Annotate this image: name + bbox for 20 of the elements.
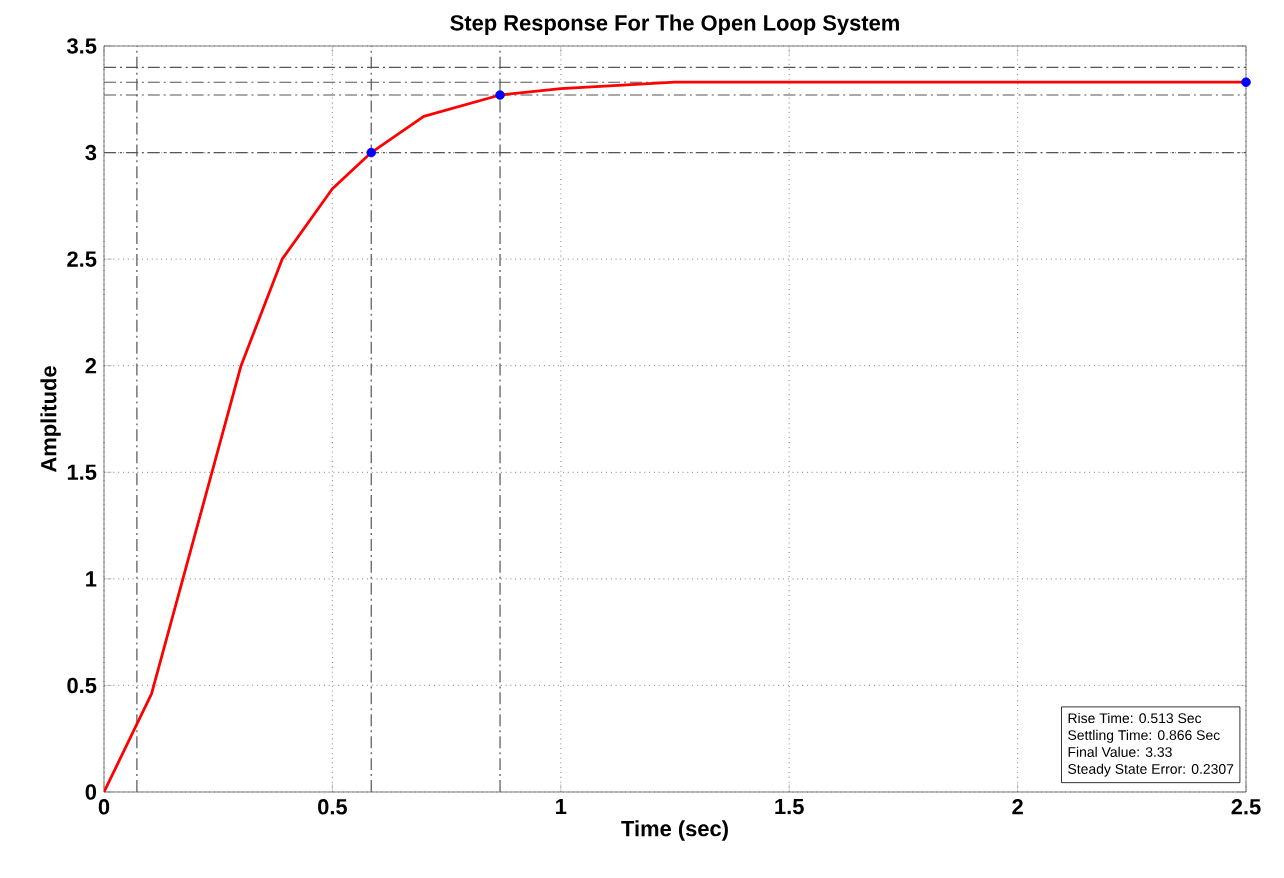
- x-tick-label: 0.5: [318, 799, 348, 815]
- y-tick-label: 2.5: [67, 251, 97, 267]
- x-axis-title: Time (sec): [621, 820, 728, 841]
- point: [366, 147, 377, 158]
- chart-title: Step Response For The Open Loop System: [450, 14, 899, 35]
- y-tick-label: 0: [85, 784, 97, 800]
- y-tick-label: 0.5: [67, 677, 97, 694]
- x-tick-label: 1.5: [775, 799, 804, 815]
- x-tick-label: 1: [556, 799, 567, 815]
- point: [495, 90, 505, 100]
- point: [1241, 77, 1251, 88]
- y-tick-label: 2: [85, 358, 97, 374]
- x-tick-label: 2.5: [1231, 799, 1261, 815]
- y-axis-title: Amplitude: [40, 366, 61, 473]
- y-tick-label: 1: [86, 571, 97, 587]
- y-tick-label: 3.5: [66, 38, 97, 54]
- x-tick-label: 0: [98, 799, 110, 815]
- y-tick-label: 1.5: [67, 464, 97, 480]
- y-tick-label: 3: [85, 144, 97, 161]
- x-tick-label: 2: [1012, 799, 1023, 815]
